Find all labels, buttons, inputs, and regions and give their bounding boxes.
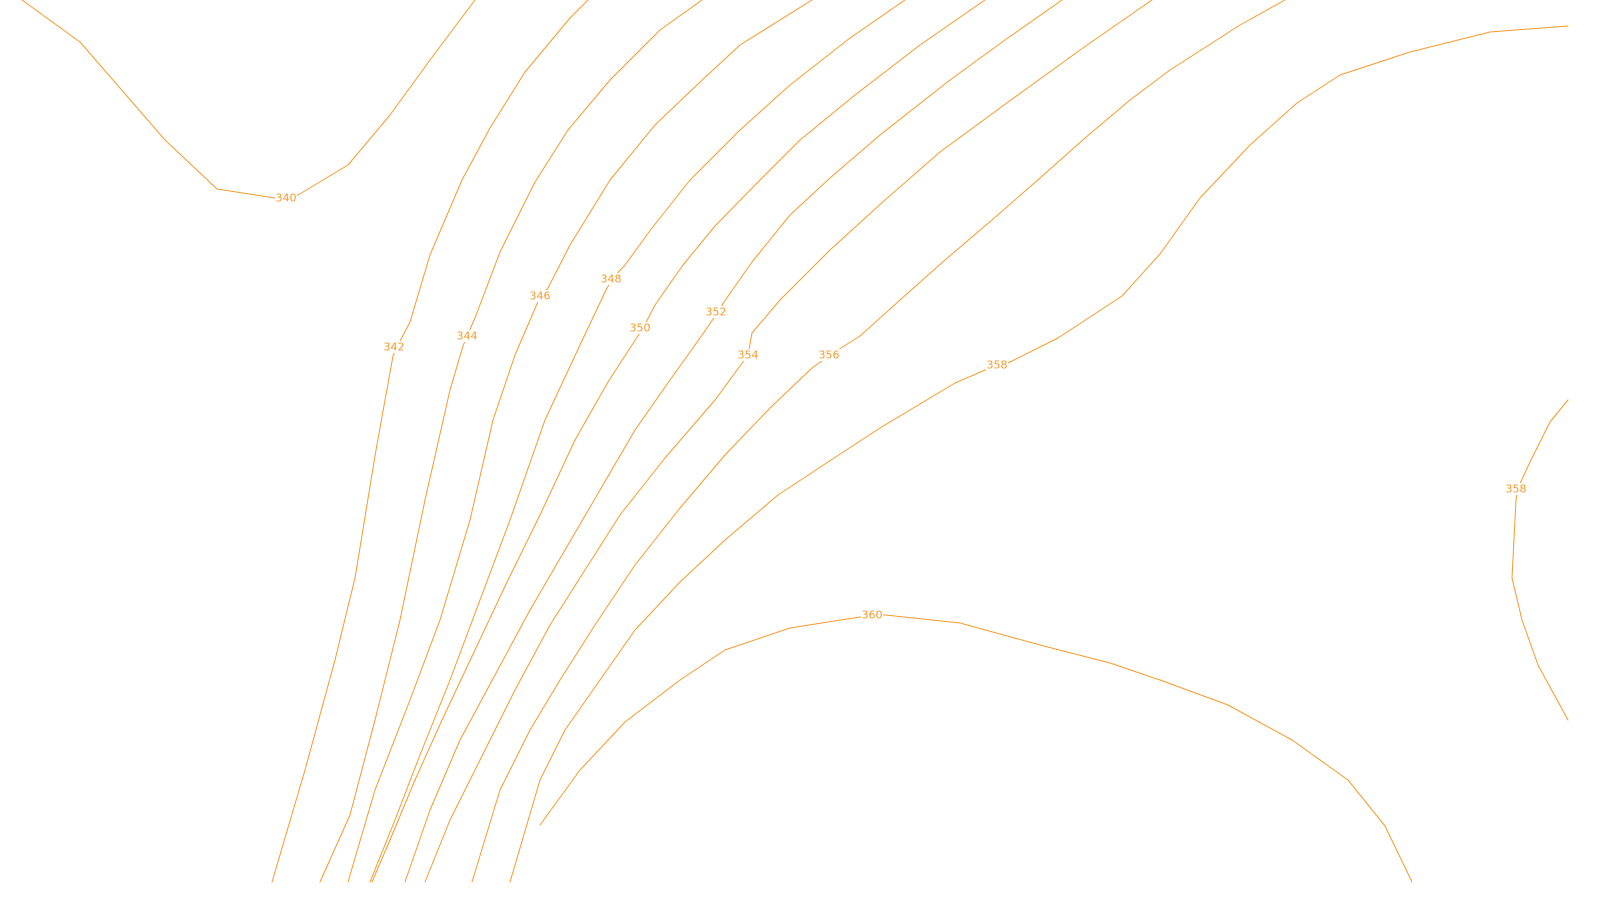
contour-label-358: 358 <box>986 359 1008 372</box>
contour-label-356: 356 <box>818 349 840 362</box>
contour-label-text: 350 <box>630 322 651 335</box>
contour-label-background <box>1505 483 1527 495</box>
contour-label-text: 342 <box>384 341 405 354</box>
contour-label-text: 360 <box>862 609 883 622</box>
contour-line-354 <box>424 0 1153 883</box>
contour-line-346 <box>347 0 813 883</box>
contour-label-text: 358 <box>987 359 1008 372</box>
contour-line-350 <box>371 0 986 883</box>
contour-label-text: 346 <box>530 290 551 303</box>
contour-label-background <box>383 341 405 353</box>
contour-lines-layer <box>21 0 1569 883</box>
contour-label-text: 348 <box>601 273 622 286</box>
contour-labels-layer: 340 342 344 346 348 350 352 354 356 358 358 360 <box>275 192 1527 622</box>
contour-label-344: 344 <box>456 330 478 343</box>
contour-line-352 <box>404 0 1063 883</box>
contour-label-background <box>600 273 622 285</box>
contour-line-360 <box>539 614 1413 883</box>
contour-label-text: 354 <box>738 349 759 362</box>
contour-label-348: 348 <box>600 273 622 286</box>
contour-line-342 <box>271 0 589 883</box>
contour-label-background <box>275 192 297 204</box>
contour-label-352: 352 <box>705 306 727 319</box>
contour-line-356 <box>471 0 1286 883</box>
contour-label-358b: 358 <box>1505 483 1527 496</box>
contour-label-background <box>629 322 651 334</box>
contour-label-text: 340 <box>276 192 297 205</box>
contour-label-text: 356 <box>819 349 840 362</box>
contour-label-346: 346 <box>529 290 551 303</box>
contour-label-360: 360 <box>861 609 883 622</box>
contour-label-text: 352 <box>706 306 727 319</box>
contour-line-348 <box>369 0 906 883</box>
contour-label-354: 354 <box>737 349 759 362</box>
contour-label-text: 344 <box>457 330 478 343</box>
contour-label-text: 358 <box>1506 483 1527 496</box>
contour-label-background <box>737 349 759 361</box>
contour-line-340 <box>21 0 476 199</box>
contour-label-350: 350 <box>629 322 651 335</box>
contour-label-340: 340 <box>275 192 297 205</box>
contour-label-background <box>529 290 551 302</box>
contour-label-background <box>705 306 727 318</box>
contour-label-background <box>986 359 1008 371</box>
contour-label-background <box>861 609 883 621</box>
contour-label-342: 342 <box>383 341 405 354</box>
contour-label-background <box>456 330 478 342</box>
contour-line-358b <box>1511 399 1569 721</box>
contour-label-background <box>818 349 840 361</box>
